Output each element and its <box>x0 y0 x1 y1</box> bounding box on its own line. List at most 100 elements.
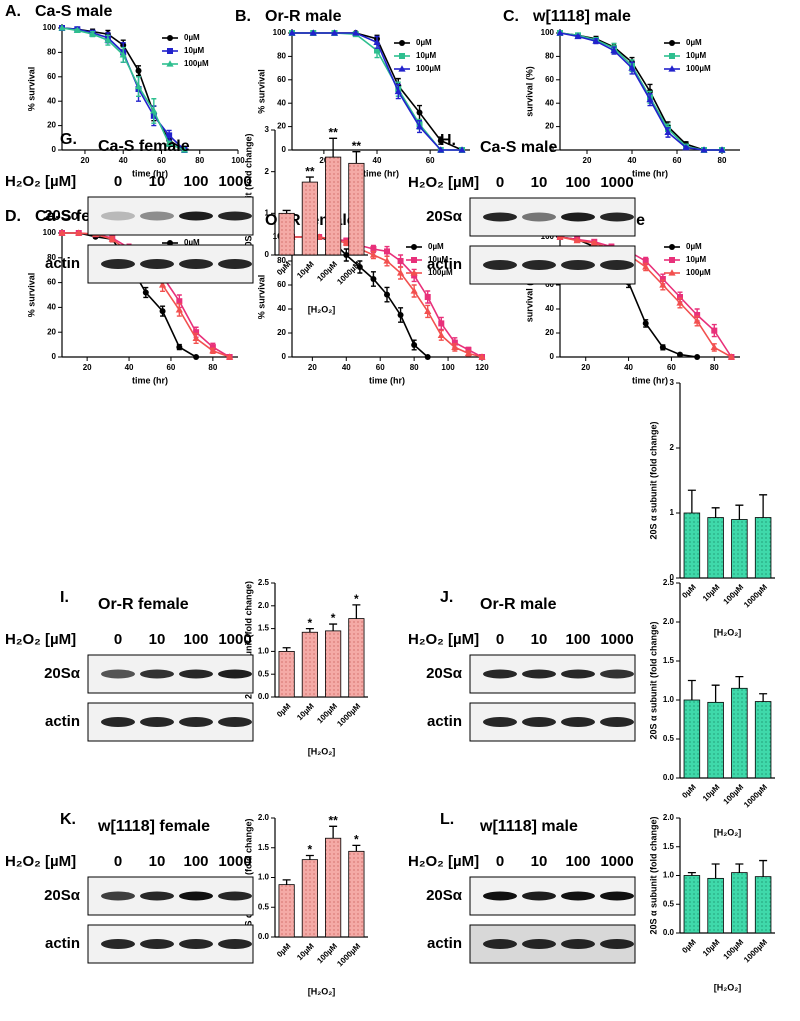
band <box>218 939 252 949</box>
row-label: 20Sα <box>44 665 81 682</box>
x-tick-label: 60 <box>157 156 166 165</box>
lane-label: 1000 <box>218 173 251 190</box>
band <box>140 939 174 949</box>
y-tick-label: 20 <box>545 328 554 337</box>
legend-label: 100µM <box>686 268 711 277</box>
band <box>140 717 174 727</box>
marker <box>226 353 234 360</box>
row-label: 20Sα <box>44 207 81 224</box>
marker <box>677 294 683 300</box>
marker <box>135 67 142 74</box>
band <box>101 891 135 901</box>
y-axis-label: % survival <box>26 67 36 112</box>
y-tick-label: 0 <box>282 145 287 154</box>
marker <box>574 32 582 40</box>
bar <box>683 512 701 579</box>
marker <box>159 308 166 315</box>
y-tick-label: 0.5 <box>258 902 270 911</box>
panel-label: J. <box>440 589 453 606</box>
bar <box>731 872 748 934</box>
error-bar <box>305 176 314 183</box>
x-axis-label: [H₂O₂] <box>714 982 742 992</box>
marker <box>193 329 200 336</box>
x-tick-label: 60 <box>667 363 676 372</box>
band <box>140 259 174 269</box>
y-tick-label: 0.5 <box>663 899 675 908</box>
y-tick-label: 0 <box>52 145 57 154</box>
error-bar <box>759 494 768 518</box>
marker <box>356 264 363 270</box>
blot-title: Ca-S female <box>98 138 190 155</box>
y-tick-label: 2.5 <box>258 578 270 587</box>
x-axis-label: [H₂O₂] <box>714 627 742 637</box>
error-bar <box>282 209 291 214</box>
band <box>483 717 517 727</box>
marker <box>397 312 404 318</box>
x-tick-label: 60 <box>673 156 682 165</box>
legend-marker <box>411 244 417 250</box>
significance: * <box>354 592 359 606</box>
band <box>179 259 213 269</box>
x-tick-label: 100 <box>441 363 455 372</box>
significance: ** <box>352 139 362 153</box>
band <box>600 939 634 949</box>
marker <box>415 122 424 130</box>
marker <box>370 276 377 282</box>
lane-label: 0 <box>496 631 504 648</box>
y-tick-label: 100 <box>541 28 555 37</box>
y-tick-label: 0 <box>550 352 555 361</box>
y-tick-label: 40 <box>545 304 554 313</box>
band <box>561 939 595 949</box>
band <box>140 891 174 901</box>
y-tick-label: 80 <box>277 52 286 61</box>
x-tick-label: 1000µM <box>335 941 362 968</box>
row-label: actin <box>45 935 80 952</box>
y-tick-label: 3 <box>265 125 270 134</box>
legend-marker <box>669 53 675 59</box>
marker <box>134 82 143 90</box>
error-bar <box>305 627 314 633</box>
x-tick-label: 60 <box>426 156 435 165</box>
error-bar <box>687 489 696 513</box>
lane-label: 0 <box>114 631 122 648</box>
dose-label: H₂O₂ [µM] <box>408 174 479 191</box>
x-tick-label: 0µM <box>680 582 698 600</box>
lane-label: 10 <box>531 853 548 870</box>
marker <box>176 298 183 305</box>
band <box>483 939 517 949</box>
band <box>101 259 135 269</box>
band <box>483 212 517 222</box>
bar <box>278 651 295 698</box>
marker <box>646 95 654 103</box>
bar <box>278 884 295 938</box>
x-axis-label: time (hr) <box>363 168 399 178</box>
marker <box>677 351 683 358</box>
significance: * <box>308 843 313 857</box>
y-tick-label: 1.0 <box>663 695 675 704</box>
marker <box>410 287 418 294</box>
band <box>522 891 556 901</box>
y-tick-label: 0.5 <box>258 669 270 678</box>
band <box>179 669 213 679</box>
error-bar <box>735 863 744 873</box>
band <box>561 891 595 901</box>
y-axis-label: 20S α subunit (fold change) <box>648 421 658 539</box>
y-tick-label: 60 <box>277 280 286 289</box>
marker <box>478 353 486 360</box>
y-tick-label: 40 <box>277 98 286 107</box>
marker <box>710 343 718 350</box>
marker <box>369 251 378 258</box>
band <box>179 939 213 949</box>
x-axis-label: [H₂O₂] <box>308 986 336 996</box>
x-tick-label: 20 <box>581 363 590 372</box>
marker <box>73 26 81 34</box>
y-tick-label: 0.0 <box>663 928 675 937</box>
marker <box>659 344 666 351</box>
lane-label: 0 <box>114 853 122 870</box>
x-tick-label: 1000µM <box>742 582 769 609</box>
lane-label: 100 <box>183 853 208 870</box>
lane-label: 1000 <box>600 853 633 870</box>
legend-label: 0µM <box>428 242 444 251</box>
x-tick-label: 10µM <box>295 259 316 280</box>
marker <box>592 37 600 44</box>
